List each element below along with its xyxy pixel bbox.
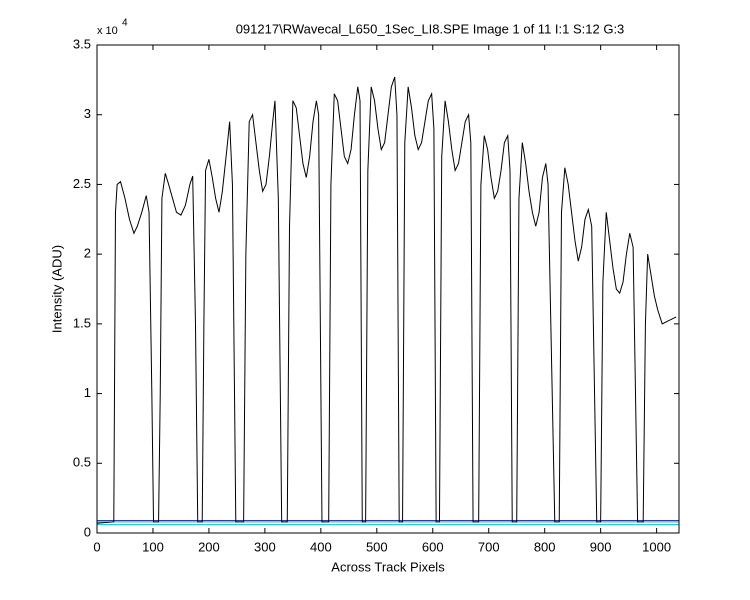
- x-tick-label: 100: [142, 539, 164, 554]
- chart-title: 091217\RWavecal_L650_1Sec_LI8.SPE Image …: [236, 21, 625, 36]
- y-tick-label: 3: [84, 106, 91, 121]
- x-tick-label: 500: [366, 539, 388, 554]
- x-tick-label: 800: [534, 539, 556, 554]
- x-tick-label: 200: [198, 539, 220, 554]
- y-tick-label: 0.5: [73, 455, 91, 470]
- y-exponent: 4: [122, 18, 128, 29]
- x-tick-label: 600: [422, 539, 444, 554]
- y-axis-label: Intensity (ADU): [49, 245, 64, 333]
- x-axis-label: Across Track Pixels: [331, 559, 445, 574]
- y-tick-label: 2: [84, 246, 91, 261]
- x-tick-label: 300: [254, 539, 276, 554]
- data-line: [96, 76, 677, 524]
- x-tick-label: 900: [590, 539, 612, 554]
- x-tick-label: 400: [310, 539, 332, 554]
- y-tick-label: 0: [84, 524, 91, 539]
- y-tick-label: 2.5: [73, 176, 91, 191]
- y-tick-label: 1.5: [73, 315, 91, 330]
- axes-box: [96, 44, 680, 534]
- x-tick-label: 700: [478, 539, 500, 554]
- y-exponent-base: x 10: [97, 25, 118, 37]
- y-tick-label: 3.5: [73, 36, 91, 51]
- x-tick-label: 1000: [642, 539, 671, 554]
- y-tick-label: 1: [84, 385, 91, 400]
- x-tick-label: 0: [93, 539, 100, 554]
